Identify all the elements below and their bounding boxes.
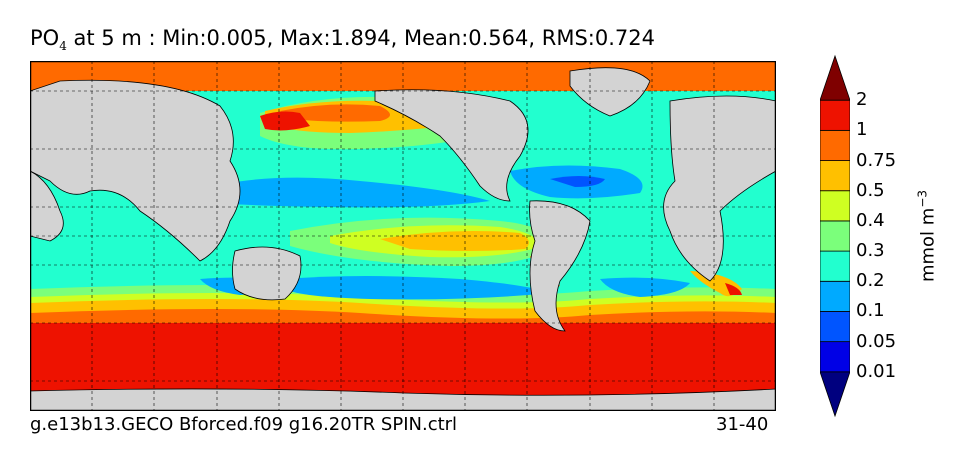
- colorbar-segment: [819, 99, 851, 131]
- asia-landmass: [30, 79, 241, 262]
- case-name: g.e13b13.GECO Bforced.f09 g16.20TR SPIN.…: [30, 414, 458, 435]
- okhotsk-red: [260, 111, 310, 131]
- ocean-map: [30, 61, 776, 411]
- colorbar-tick-label: 2: [856, 89, 868, 111]
- title-statistics: at 5 m : Min:0.005, Max:1.894, Mean:0.56…: [66, 26, 655, 50]
- title-variable: PO: [30, 26, 60, 50]
- map-graticule: [30, 61, 776, 411]
- colorbar-segment: [819, 311, 851, 343]
- colorbar-segment: [819, 371, 851, 418]
- colorbar-tick-label: 0.5: [856, 179, 885, 201]
- colorbar-segment: [819, 54, 851, 101]
- year-range: 31-40: [716, 414, 769, 435]
- colorbar-tick-label: 0.4: [856, 209, 885, 231]
- map-title: PO4 at 5 m : Min:0.005, Max:1.894, Mean:…: [30, 26, 655, 53]
- colorbar-svg: [819, 54, 851, 418]
- colorbar-tick-label: 1: [856, 119, 868, 141]
- europe-africa-landmass: [663, 95, 776, 282]
- colorbar-segment: [819, 250, 851, 282]
- benguela-core: [725, 283, 742, 295]
- south-atlantic-gyre: [600, 277, 690, 297]
- colorbar-segment: [819, 220, 851, 252]
- colorbar-segment: [819, 280, 851, 312]
- title-subscript: 4: [59, 39, 67, 54]
- north-pacific-gyre: [195, 177, 490, 208]
- colorbar-segment: [819, 190, 851, 222]
- equatorial-upwelling-yellow: [380, 231, 529, 251]
- colorbar-segment: [819, 129, 851, 161]
- colorbar-tick-label: 0.01: [856, 360, 897, 382]
- colorbar-unit: mmol m−3: [916, 190, 939, 282]
- unit-text: mmol m: [917, 207, 939, 283]
- australia-landmass: [232, 246, 302, 301]
- africa-east-landmass: [30, 170, 64, 242]
- ocean-map-svg: [30, 61, 776, 411]
- south-pacific-gyre: [285, 276, 550, 300]
- colorbar-tick-label: 0.75: [856, 149, 897, 171]
- sargasso-deep-low: [550, 176, 605, 187]
- map-frame: [30, 61, 776, 411]
- southern-band-lime: [30, 291, 776, 309]
- north-pacific-orange: [280, 104, 390, 122]
- colorbar-tick-label: 0.2: [856, 270, 885, 292]
- colorbar-segment: [819, 160, 851, 192]
- colorbar-tick-label: 0.3: [856, 240, 885, 262]
- colorbar-segment: [819, 341, 851, 373]
- colorbar-tick-label: 0.05: [856, 330, 897, 352]
- colorbar-tick-label: 0.1: [856, 300, 885, 322]
- north-america-landmass: [374, 89, 529, 202]
- south-america-landmass: [529, 200, 591, 332]
- colorbar: [819, 54, 851, 418]
- unit-exponent: −3: [915, 189, 930, 208]
